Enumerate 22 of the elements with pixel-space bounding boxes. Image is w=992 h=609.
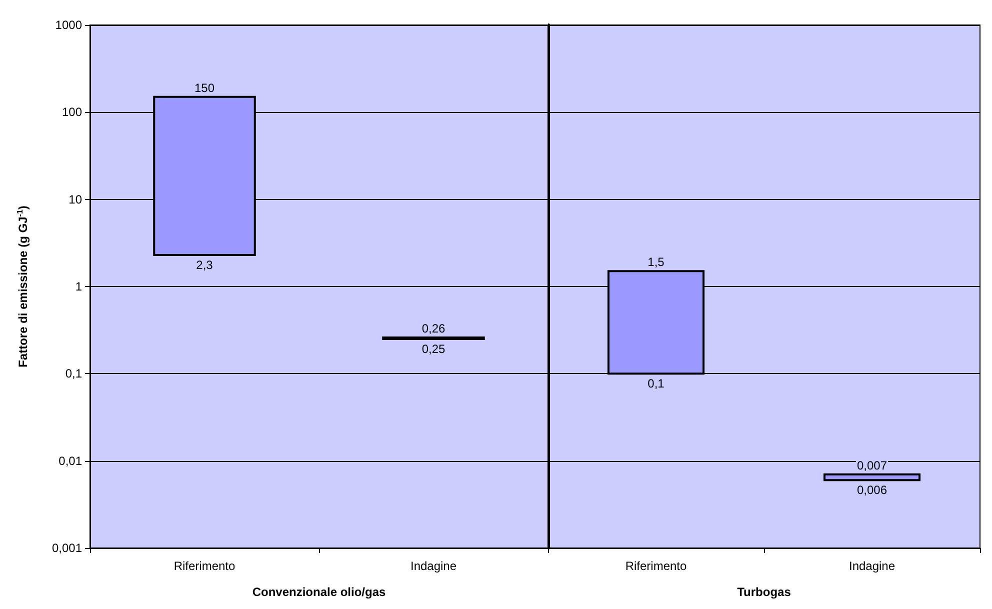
annotation: 0,1 <box>648 376 665 391</box>
x-tick-label: Riferimento <box>625 559 687 573</box>
annotation: 0,007 <box>856 458 888 472</box>
annotation: 0,25 <box>422 342 446 356</box>
x-axis-title: Convenzionale olio/gas <box>252 585 386 599</box>
y-tick-label: 1 <box>75 280 82 294</box>
annotation: 1,5 <box>648 255 665 270</box>
y-tick-label: 10 <box>68 192 82 206</box>
x-tick-label: Indagine <box>410 559 457 573</box>
y-tick-label: 100 <box>62 105 82 120</box>
annotation: 2,3 <box>196 258 214 272</box>
annotation: 0,26 <box>422 321 446 336</box>
y-tick-label: 0,001 <box>52 541 82 555</box>
y-axis-title: Fattore di emissione (g GJ-1) <box>16 206 30 368</box>
y-tick-label: 1000 <box>55 18 82 32</box>
y-tick-label: 0,01 <box>58 454 82 468</box>
x-tick-label: Indagine <box>848 559 896 573</box>
annotation: 150 <box>194 80 215 95</box>
annotation: 0,006 <box>856 483 888 498</box>
y-tick-label: 0,1 <box>65 366 82 381</box>
x-axis-title: Turbogas <box>737 585 792 599</box>
x-tick-label: Riferimento <box>174 559 236 573</box>
